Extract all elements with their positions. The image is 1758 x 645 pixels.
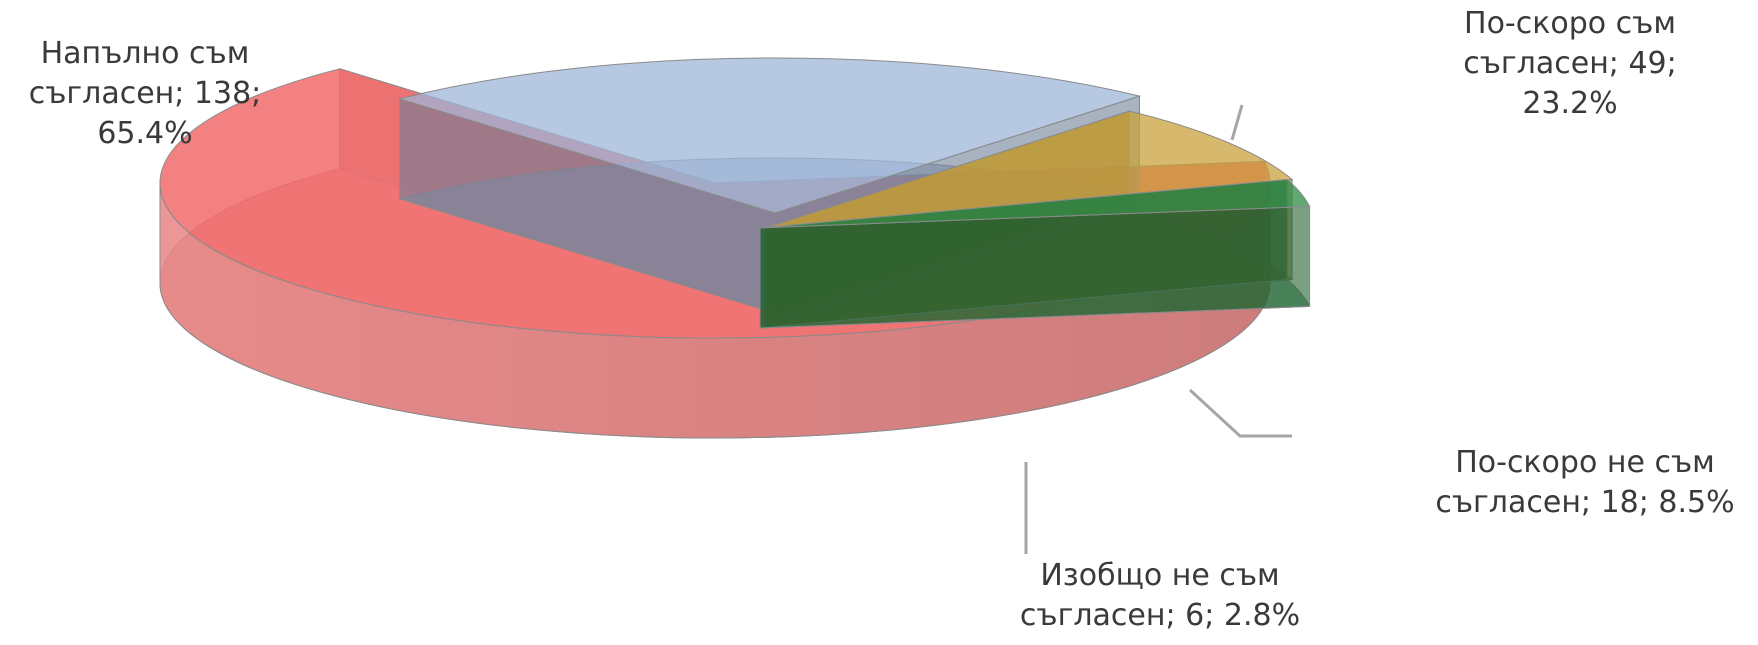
slice-label-line: съгласен; 6; 2.8%: [1019, 598, 1301, 633]
leader-lines: [1024, 104, 1292, 554]
slice-label-line: По-скоро съм: [1464, 6, 1676, 41]
leader-rather-agree: [1230, 104, 1244, 141]
slice-label-line: По-скоро не съм: [1455, 445, 1715, 480]
leader-rather-disagree: [1188, 388, 1292, 438]
slice-label-line: съгласен; 18; 8.5%: [1435, 485, 1735, 520]
slice-totally-disagree: [759, 178, 1311, 329]
slice-rather-agree-top: [397, 57, 1142, 214]
slice-label-totally-disagree: Изобщо не съм съгласен; 6; 2.8%: [1000, 556, 1320, 636]
slice-label-fully-agree: Напълно съм съгласен; 138; 65.4%: [0, 34, 290, 154]
slice-label-line: 65.4%: [97, 116, 193, 151]
slice-label-line: съгласен; 49;: [1463, 46, 1677, 81]
pie-slices: [159, 57, 1311, 439]
slice-label-rather-agree: По-скоро съм съгласен; 49; 23.2%: [1420, 4, 1720, 124]
slice-label-line: Изобщо не съм: [1040, 558, 1280, 593]
slice-totally-disagree-top: [759, 178, 1311, 229]
slice-label-rather-disagree: По-скоро не съм съгласен; 18; 8.5%: [1412, 443, 1758, 523]
slice-rather-disagree-top: [764, 110, 1294, 229]
slice-label-line: съгласен; 138;: [28, 76, 262, 111]
slice-label-line: 23.2%: [1522, 86, 1618, 121]
slice-label-line: Напълно съм: [40, 36, 250, 71]
